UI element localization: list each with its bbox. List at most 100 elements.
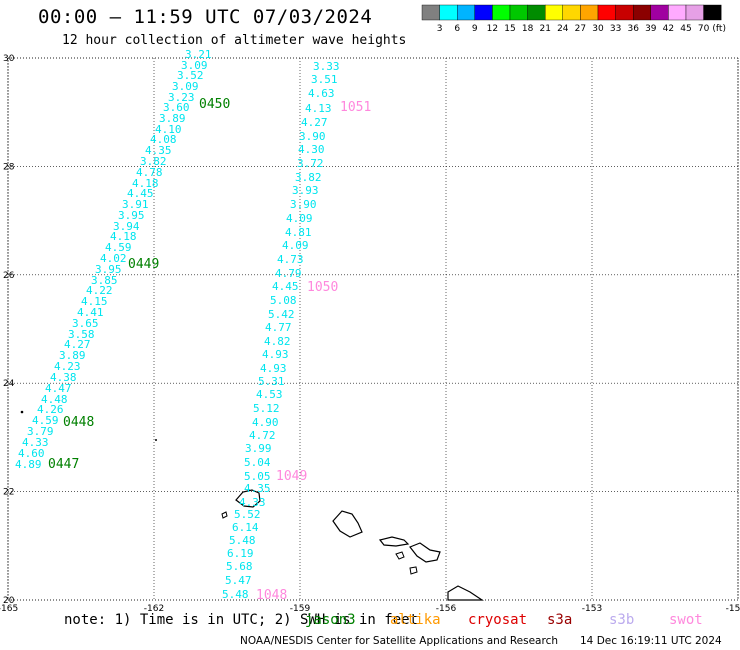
swh-value: 3.58 [68,328,95,341]
scale-swatch [457,4,476,21]
scale-swatch [527,4,546,21]
swh-value: 3.60 [163,101,190,114]
scale-swatch [421,4,440,21]
scale-swatch [439,4,458,21]
scale-swatch [562,4,581,21]
legend-jason3: jason3 [305,612,356,628]
swh-value: 4.79 [275,267,302,280]
swh-value: 3.82 [295,171,322,184]
legend-s3a: s3a [547,612,573,628]
swh-value: 3.91 [122,198,149,211]
swh-value: 3.21 [185,48,212,61]
scale-label: 27 [575,24,586,34]
scale-swatch [509,4,528,21]
scale-swatch [545,4,564,21]
scale-swatch [703,4,722,21]
swh-value: 4.60 [18,447,45,460]
scale-label: 33 [610,24,621,34]
island-hawaii [447,585,484,601]
swh-value: 4.22 [86,284,113,297]
altimeter-tracks: 4.894.604.333.794.594.264.484.474.384.23… [15,48,371,603]
swh-value: 3.33 [313,60,340,73]
swh-value: 4.89 [15,458,42,471]
map-frame [7,57,739,601]
swh-value: 4.47 [45,382,72,395]
swh-value: 4.27 [301,116,328,129]
scale-label: 45 [680,24,691,34]
scale-label: 12 [487,24,498,34]
scale-swatch [633,4,652,21]
swh-value: 5.05 [244,470,271,483]
y-tick-label: 28 [3,162,15,172]
island-niihau [221,511,228,519]
pass-time-label: 0447 [48,457,79,472]
footer-note: note: 1) Time is in UTC; 2) SWH is in fe… [64,612,419,628]
pass-time-label: 1048 [256,588,287,603]
swh-value: 3.52 [177,69,204,82]
scale-swatch [597,4,616,21]
swh-value: 4.93 [260,362,287,375]
x-tick-label: -153 [582,604,602,614]
scale-swatch [492,4,511,21]
legend-altika: altika [390,612,441,628]
swh-value: 3.79 [27,425,54,438]
swh-value: 4.72 [249,429,276,442]
scale-swatch [685,4,704,21]
swh-value: 4.73 [277,253,304,266]
scale-label: 42 [663,24,674,34]
island-maui [409,542,441,563]
swh-value: 4.45 [127,187,154,200]
swh-value: 3.09 [172,80,199,93]
y-tick-label: 30 [3,54,15,64]
swh-value: 3.72 [297,157,324,170]
swh-value: 4.45 [272,280,299,293]
swh-value: 4.48 [41,393,68,406]
swh-value: 4.13 [305,102,332,115]
scale-label: 3 [437,24,443,34]
swh-value: 4.02 [100,252,127,265]
y-tick-label: 26 [3,271,15,281]
swh-value: 4.35 [244,482,271,495]
swh-value: 4.23 [54,360,81,373]
swh-value: 5.47 [225,574,252,587]
scale-label: 6 [454,24,460,34]
swh-value: 4.41 [77,306,104,319]
page-title: 00:00 — 11:59 UTC 07/03/2024 [38,6,373,28]
swh-value: 4.59 [105,241,132,254]
swh-value: 3.99 [245,442,272,455]
swh-value: 3.09 [181,59,208,72]
swh-value: 3.93 [292,184,319,197]
y-tick-label: 20 [3,596,15,606]
swh-value: 3.85 [91,274,118,287]
swh-value: 4.77 [265,321,292,334]
swh-value: 4.27 [64,338,91,351]
swh-value: 5.68 [226,560,253,573]
swh-value: 3.95 [118,209,145,222]
swh-value: 4.35 [145,144,172,157]
scale-swatch [474,4,493,21]
swh-value: 4.18 [110,230,137,243]
swh-value: 4.18 [132,177,159,190]
pass-time-label: 1050 [307,280,338,295]
swh-value: 4.53 [256,388,283,401]
page-subtitle: 12 hour collection of altimeter wave hei… [62,33,407,48]
swh-value: 5.48 [229,534,256,547]
swh-value: 5.04 [244,456,271,469]
pass-time-label: 1049 [276,469,307,484]
scale-swatch [580,4,599,21]
island-kahoolawe [409,566,418,575]
scale-label: 36 [627,24,639,34]
stray-dot [20,410,24,414]
pass-time-label: 1051 [340,100,371,115]
y-tick-label: 22 [3,488,14,498]
color-scale: 3 6 9 12 15 18 21 24 27 30 33 36 39 42 45 70 (ft) [421,4,726,34]
swh-value: 3.51 [311,73,338,86]
x-tick-label: -15 [726,604,740,614]
swh-value: 4.38 [50,371,77,384]
swh-value: 4.78 [136,166,163,179]
swh-value: 5.08 [270,294,297,307]
swh-value: 4.09 [286,212,313,225]
island-kauai [235,489,261,508]
swh-value: 5.42 [268,308,295,321]
map-grid: -165 -162 -159 -156 -153 -15 20 22 24 26 28 30 [0,54,740,614]
